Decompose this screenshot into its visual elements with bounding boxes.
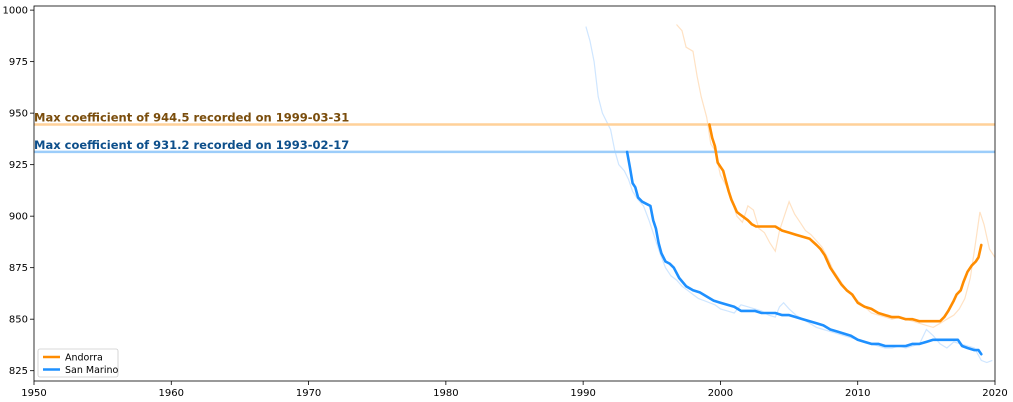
y-tick-label: 1000 — [3, 6, 28, 17]
raw-line-andorra — [676, 24, 996, 329]
y-tick-label: 850 — [9, 315, 28, 326]
x-tick-label: 2020 — [982, 388, 1007, 399]
chart-area: Max coefficient of 944.5 recorded on 199… — [34, 24, 996, 364]
series-layer — [625, 123, 983, 356]
max-annotation-andorra: Max coefficient of 944.5 recorded on 199… — [34, 110, 349, 124]
x-tick-label: 2000 — [708, 388, 733, 399]
raw-line-san-marino — [585, 26, 993, 364]
legend-label-san-marino: San Marino — [65, 365, 118, 376]
series-line-san-marino — [625, 150, 983, 356]
x-tick-label: 1980 — [433, 388, 458, 399]
x-axis-ticks: 1950 1960 1970 1980 1990 2000 2010 2020 — [21, 381, 1008, 399]
y-tick-label: 875 — [9, 263, 28, 274]
x-tick-label: 1970 — [296, 388, 321, 399]
y-tick-label: 925 — [9, 160, 28, 171]
x-tick-label: 1950 — [21, 388, 46, 399]
max-annotation-san-marino: Max coefficient of 931.2 recorded on 199… — [34, 138, 349, 152]
raw-series-layer — [585, 24, 996, 364]
x-tick-label: 1990 — [570, 388, 595, 399]
y-axis-ticks: 825 850 875 900 925 950 975 1000 — [3, 6, 34, 377]
max-lines-layer — [34, 123, 995, 154]
axes-frame — [33, 5, 996, 382]
annotations-layer: Max coefficient of 944.5 recorded on 199… — [34, 110, 349, 151]
y-tick-label: 975 — [9, 57, 28, 68]
series-line-andorra — [708, 123, 983, 323]
y-tick-label: 950 — [9, 109, 28, 120]
y-tick-label: 900 — [9, 212, 28, 223]
y-tick-label: 825 — [9, 366, 28, 377]
x-tick-label: 1960 — [159, 388, 184, 399]
legend-label-andorra: Andorra — [65, 353, 103, 364]
x-tick-label: 2010 — [845, 388, 870, 399]
